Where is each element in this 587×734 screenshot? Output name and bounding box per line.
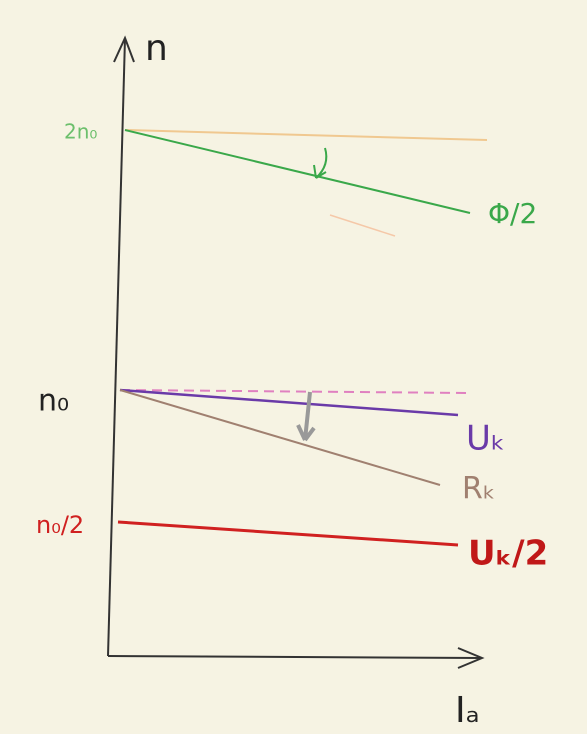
y-axis-label: n: [145, 28, 168, 69]
faint-line: [329, 214, 396, 237]
x-axis-label: Iₐ: [455, 690, 480, 731]
curve-label: Φ/2: [488, 197, 537, 230]
level-label: 2n₀: [64, 120, 97, 144]
x-axis-arrow: [457, 647, 485, 669]
curve-phi: [124, 129, 471, 214]
curve-label: Uₖ/2: [468, 534, 548, 574]
reference-line: [124, 129, 488, 141]
x-axis: [107, 655, 483, 659]
curve-uk-half: [117, 520, 459, 547]
curve-uk: [119, 388, 459, 417]
shift-arrow: [296, 391, 316, 442]
curve-label: Rₖ: [462, 472, 496, 507]
level-label: n₀/2: [36, 511, 84, 539]
curve-label: Uₖ: [466, 419, 505, 459]
y-axis: [107, 37, 126, 657]
curve-rk: [119, 389, 441, 486]
y-axis-arrow: [113, 35, 135, 63]
level-label: n₀: [38, 384, 69, 419]
reference-line: [119, 389, 471, 394]
shift-arrow: [313, 147, 328, 179]
